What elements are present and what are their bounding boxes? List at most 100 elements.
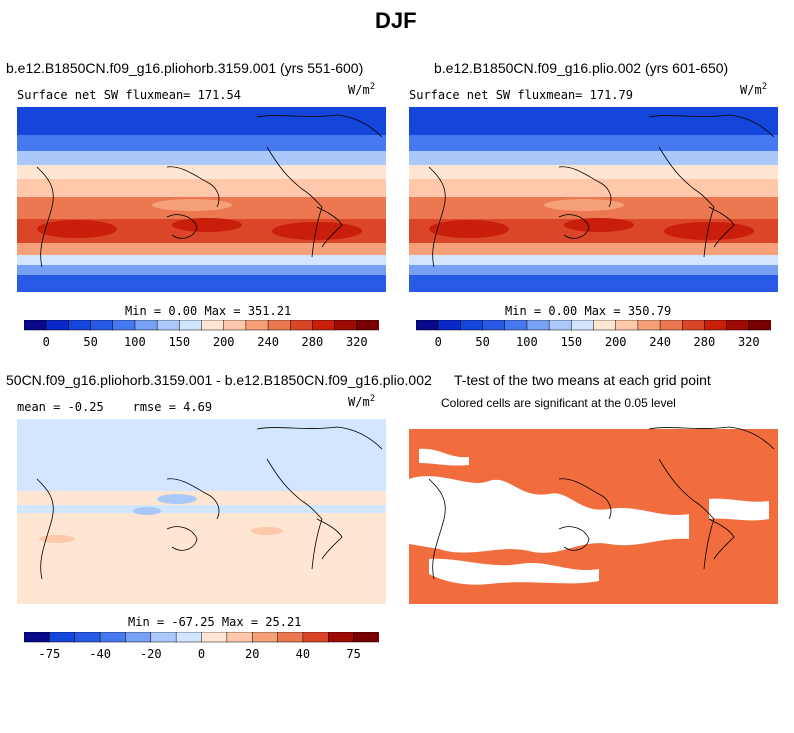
panel4-map — [409, 419, 778, 604]
panel2-coastlines — [428, 114, 775, 268]
panel1-colorbar-cell-11 — [267, 320, 291, 331]
panel3-neg-west-pacific — [157, 494, 197, 504]
panel1-colorbar-cell-15 — [356, 320, 379, 331]
panel3-colorbar-cell-8 — [226, 632, 253, 643]
panel1-colorbar-cell-8 — [201, 320, 225, 331]
panel3-colorbar-cell-0 — [24, 632, 50, 643]
panel1-max-indian — [172, 218, 242, 232]
panel3-colorbar-label-2: -20 — [140, 647, 162, 661]
panel2-colorbar-cell-8 — [593, 320, 617, 331]
panel1-colorbar-label-4: 200 — [213, 335, 235, 349]
panel3-colorbar-cell-7 — [201, 632, 228, 643]
panel1-colorbar-cell-6 — [156, 320, 180, 331]
panel1-colorbar-cell-3 — [90, 320, 114, 331]
panel3-colorbar-label-3: 0 — [198, 647, 205, 661]
panel2-band-n25 — [409, 179, 778, 197]
panel2-colorbar-cell-6 — [548, 320, 572, 331]
panel3-colorbar-label-5: 40 — [296, 647, 310, 661]
panel1-colorbar-label-0: 0 — [43, 335, 50, 349]
panel3-colorbar-cell-4 — [125, 632, 152, 643]
panel1-band-n25 — [17, 179, 386, 197]
panel3-colorbar-cell-2 — [74, 632, 101, 643]
panel2-colorbar-label-4: 200 — [605, 335, 627, 349]
panel1-coastlines — [36, 114, 383, 268]
panel2-band-s60 — [409, 265, 778, 275]
panel2-colorbar-cell-15 — [748, 320, 771, 331]
panel2-variable: Surface net SW flux — [409, 88, 547, 102]
panel2-minmax: Min = 0.00 Max = 350.79 — [505, 304, 672, 318]
panel1-colorbar-label-6: 280 — [302, 335, 324, 349]
panel2-band-s50 — [409, 255, 778, 265]
panel2-colorbar-cells — [416, 320, 771, 331]
panel3-neg-indian — [133, 507, 161, 515]
panel2-map — [409, 107, 778, 292]
panel3-band-north — [17, 419, 386, 491]
panel1-map — [17, 107, 386, 292]
panel2-colorbar: 0 50 100 150 200 240 280 320 — [416, 320, 771, 349]
panel4-arctic-gap — [409, 419, 778, 429]
panel2-colorbar-cell-3 — [482, 320, 506, 331]
panel3-rmse: rmse = 4.69 — [132, 400, 213, 414]
panel2-colorbar-cell-4 — [504, 320, 528, 331]
panel1-subtitle: Surface net SW fluxmean= 171.54 — [17, 88, 241, 102]
panel2-colorbar-cell-2 — [460, 320, 484, 331]
panel4-title: T-test of the two means at each grid poi… — [454, 372, 711, 388]
panel3-colorbar-label-4: 20 — [245, 647, 259, 661]
panel1-colorbar-label-7: 320 — [346, 335, 368, 349]
panel3-colorbar-cell-6 — [175, 632, 203, 643]
panel1-minmax: Min = 0.00 Max = 351.21 — [125, 304, 292, 318]
panel2-colorbar-cell-13 — [704, 320, 728, 331]
panel3-units-sup: 2 — [369, 394, 376, 404]
panel2-colorbar-label-3: 150 — [560, 335, 582, 349]
panel3-colorbar-cells — [24, 632, 379, 643]
panel1-mean: mean= 171.54 — [154, 88, 241, 102]
panel3-map — [17, 419, 386, 604]
panel1-colorbar-cell-0 — [24, 320, 47, 331]
panel2-band-s35 — [409, 243, 778, 255]
panel1-colorbar-cell-14 — [334, 320, 358, 331]
panel4-subtitle: Colored cells are significant at the 0.0… — [441, 396, 676, 410]
panel3-colorbar-cell-12 — [328, 632, 355, 643]
panel1-variable: Surface net SW flux — [17, 88, 155, 102]
panel2-mean: mean= 171.79 — [546, 88, 633, 102]
panel1-colorbar-cell-10 — [245, 320, 269, 331]
panel2-max-south-pacific — [429, 220, 509, 238]
panel2-colorbar-ticks: 0 50 100 150 200 240 280 320 — [435, 335, 760, 349]
panel2-band-s70 — [409, 275, 778, 292]
panel2-colorbar-cell-7 — [571, 320, 595, 331]
panel2-cloud-warm-pool — [544, 199, 624, 211]
panel2-max-south-atlantic — [664, 222, 754, 240]
panel3-stats: mean = -0.25 rmse = 4.69 — [17, 400, 212, 414]
panel1-band-n60 — [17, 135, 386, 151]
panel1-band-n45 — [17, 151, 386, 165]
panel1-colorbar-label-5: 240 — [257, 335, 279, 349]
panel2-units: W/m2 — [740, 82, 767, 97]
panel3-colorbar-cell-13 — [353, 632, 379, 643]
panel3-pos-south-pacific — [39, 535, 75, 543]
panel1-colorbar-cell-5 — [134, 320, 158, 331]
panel1-colorbar-cell-12 — [290, 320, 313, 331]
panel3-pos-south-atlantic — [251, 527, 283, 535]
panel2-colorbar-label-6: 280 — [694, 335, 716, 349]
panel1-colorbar-cell-9 — [223, 320, 247, 331]
panel2-colorbar-label-5: 240 — [649, 335, 671, 349]
panel3-colorbar-cell-9 — [251, 632, 279, 643]
panel2-band-n35 — [409, 165, 778, 179]
panel1-title: b.e12.B1850CN.f09_g16.pliohorb.3159.001 … — [6, 60, 364, 76]
panel2-band-n60 — [409, 135, 778, 151]
panel1-band-n35 — [17, 165, 386, 179]
figure-title: DJF — [375, 8, 417, 33]
panel3-title: 50CN.f09_g16.pliohorb.3159.001 - b.e12.B… — [6, 372, 432, 388]
panel3-units-base: W/m — [348, 395, 370, 409]
panel1-max-south-atlantic — [272, 222, 362, 240]
panel3-colorbar-label-1: -40 — [89, 647, 111, 661]
panel2-colorbar-cell-10 — [637, 320, 661, 331]
panel4-coastlines — [428, 426, 775, 580]
panel3-colorbar-cell-11 — [302, 632, 329, 643]
panel1-colorbar-cell-4 — [112, 320, 136, 331]
panel2-max-indian — [564, 218, 634, 232]
panel2-band-n45 — [409, 151, 778, 165]
panel1-colorbar-label-3: 150 — [168, 335, 190, 349]
panel1-colorbar-cell-13 — [312, 320, 336, 331]
panel3-minmax: Min = -67.25 Max = 25.21 — [128, 615, 302, 629]
